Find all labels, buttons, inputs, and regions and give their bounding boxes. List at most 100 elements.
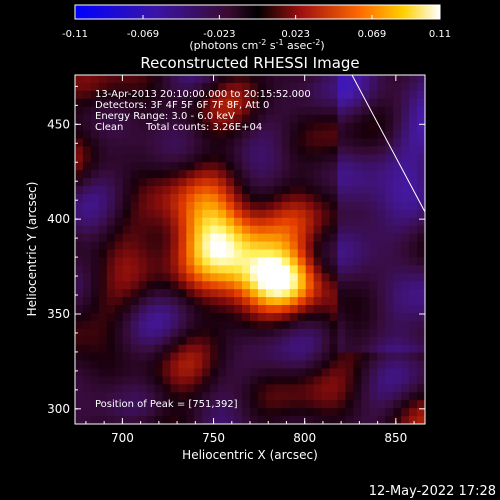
heatmap-cell: [369, 122, 378, 132]
heatmap-cell: [265, 257, 275, 266]
heatmap-cell: [305, 392, 315, 401]
heatmap-cell: [82, 320, 92, 330]
heatmap-cell: [385, 265, 394, 274]
heatmap-cell: [194, 305, 203, 314]
heatmap-cell: [361, 360, 370, 370]
heatmap-cell: [122, 368, 132, 378]
heatmap-cell: [75, 312, 84, 322]
heatmap-cell: [162, 114, 172, 124]
heatmap-cell: [353, 146, 362, 155]
heatmap-cell: [329, 384, 339, 393]
heatmap-cell: [377, 217, 386, 227]
heatmap-cell: [369, 392, 378, 401]
heatmap-cell: [122, 289, 132, 298]
heatmap-cell: [393, 217, 402, 227]
heatmap-cell: [122, 98, 132, 108]
heatmap-cell: [194, 376, 203, 385]
heatmap-cell: [170, 320, 179, 330]
heatmap-cell: [281, 384, 291, 393]
heatmap-cell: [242, 75, 251, 84]
heatmap-cell: [289, 98, 299, 108]
heatmap-cell: [178, 257, 187, 266]
heatmap-cell: [170, 392, 179, 401]
heatmap-cell: [257, 217, 267, 227]
heatmap-cell: [337, 146, 347, 155]
heatmap-cell: [218, 328, 227, 338]
heatmap-cell: [210, 186, 219, 195]
heatmap-cell: [265, 297, 275, 306]
heatmap-cell: [162, 408, 172, 417]
heatmap-cell: [337, 360, 347, 370]
heatmap-cell: [409, 328, 418, 338]
heatmap-cell: [178, 281, 187, 290]
heatmap-cell: [242, 416, 251, 424]
heatmap-cell: [250, 352, 259, 362]
heatmap-cell: [265, 249, 275, 259]
heatmap-cell: [178, 209, 187, 219]
heatmap-cell: [273, 297, 283, 306]
heatmap-cell: [218, 400, 227, 409]
heatmap-cell: [313, 400, 323, 409]
heatmap-cell: [194, 225, 203, 235]
heatmap-cell: [154, 257, 164, 266]
heatmap-cell: [361, 249, 370, 259]
heatmap-cell: [361, 225, 370, 235]
heatmap-cell: [345, 209, 354, 219]
heatmap-cell: [393, 305, 402, 314]
heatmap-cell: [218, 384, 227, 393]
heatmap-cell: [194, 193, 203, 203]
heatmap-cell: [321, 400, 331, 409]
heatmap-cell: [281, 376, 291, 385]
heatmap-cell: [321, 320, 331, 330]
heatmap-cell: [154, 122, 164, 132]
heatmap-cell: [122, 297, 132, 306]
heatmap-cell: [337, 344, 347, 354]
heatmap-cell: [377, 138, 386, 147]
heatmap-cell: [194, 122, 203, 132]
heatmap-cell: [122, 257, 132, 266]
heatmap-cell: [313, 114, 323, 124]
heatmap-cell: [385, 344, 394, 354]
heatmap-cell: [385, 90, 394, 100]
heatmap-cell: [289, 408, 299, 417]
heatmap-cell: [289, 249, 299, 259]
heatmap-cell: [242, 392, 251, 401]
heatmap-cell: [289, 217, 299, 227]
heatmap-cell: [178, 201, 187, 211]
heatmap-cell: [345, 320, 354, 330]
heatmap-cell: [409, 170, 418, 179]
heatmap-cell: [130, 170, 140, 179]
heatmap-cell: [305, 186, 315, 195]
heatmap-cell: [273, 209, 283, 219]
heatmap-cell: [218, 178, 227, 187]
heatmap-cell: [321, 281, 331, 290]
heatmap-cell: [250, 162, 259, 171]
x-tick-label: 750: [202, 431, 225, 445]
heatmap-cell: [98, 297, 108, 306]
heatmap-cell: [257, 98, 267, 108]
heatmap-cell: [305, 233, 315, 243]
heatmap-cell: [146, 170, 156, 179]
heatmap-cell: [401, 281, 410, 290]
heatmap-cell: [385, 360, 394, 370]
heatmap-cell: [106, 201, 116, 211]
heatmap-cell: [202, 265, 211, 274]
heatmap-cell: [146, 305, 156, 314]
heatmap-cell: [146, 320, 156, 330]
heatmap-cell: [250, 344, 259, 354]
heatmap-cell: [257, 400, 267, 409]
heatmap-cell: [377, 257, 386, 266]
heatmap-cell: [353, 217, 362, 227]
heatmap-cell: [178, 328, 187, 338]
heatmap-cell: [337, 289, 347, 298]
heatmap-cell: [321, 106, 331, 116]
heatmap-cell: [114, 90, 124, 100]
heatmap-cell: [385, 209, 394, 219]
heatmap-cell: [130, 392, 140, 401]
heatmap-cell: [194, 249, 203, 259]
heatmap-cell: [234, 281, 243, 290]
heatmap-cell: [337, 82, 347, 92]
heatmap-cell: [186, 209, 195, 219]
heatmap-cell: [337, 186, 347, 195]
heatmap-cell: [114, 336, 124, 346]
